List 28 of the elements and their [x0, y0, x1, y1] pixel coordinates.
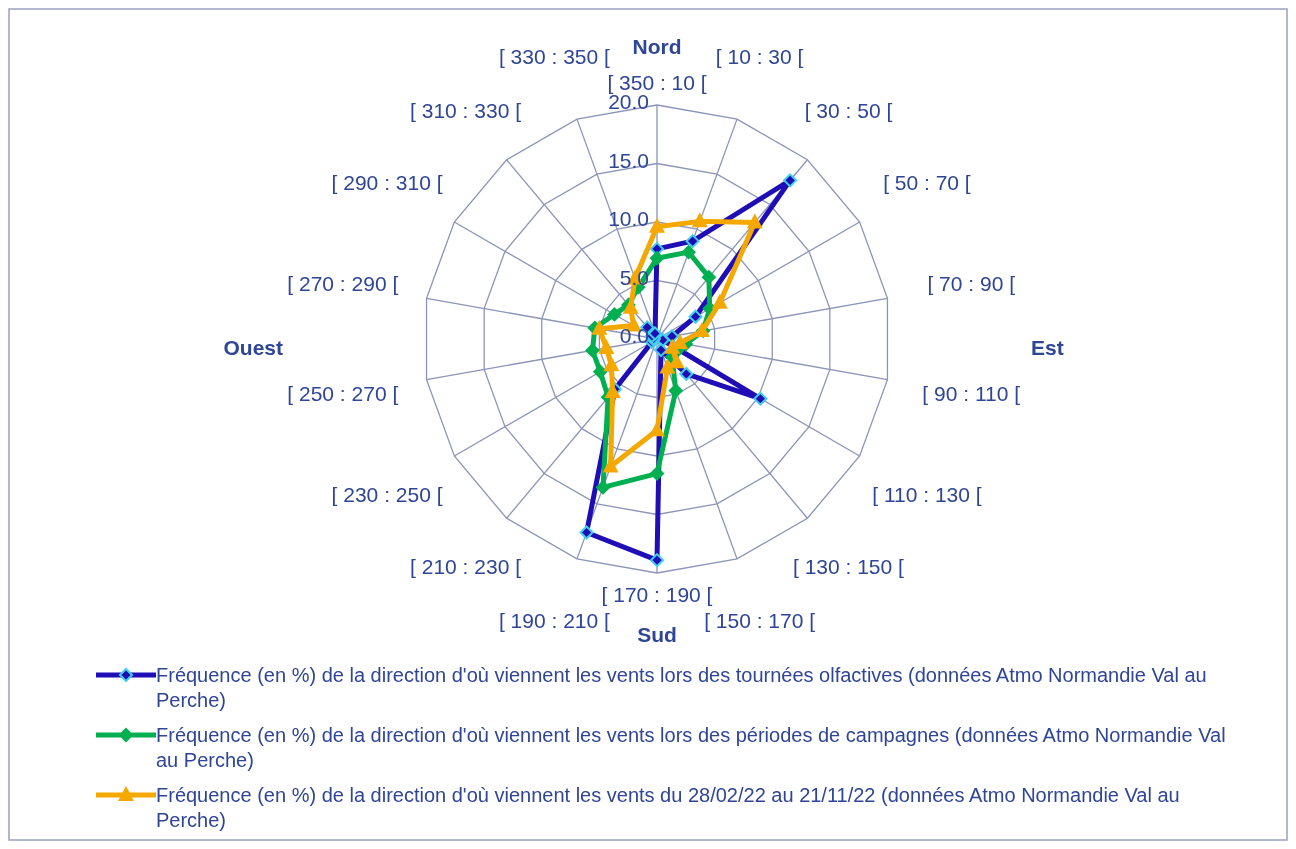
spoke-label: [ 70 : 90 [	[927, 271, 1016, 295]
y-tick-label: 10.0	[608, 207, 649, 230]
spoke-label: [ 110 : 130 [	[872, 482, 982, 506]
spoke-label: [ 10 : 30 [	[715, 45, 804, 69]
y-tick-label: 15.0	[608, 148, 649, 172]
spoke-label: [ 330 : 350 [	[498, 45, 611, 69]
legend-label: Fréquence (en %) de la direction d'où viennent les vents lors des périodes de campagnes (données Atmo Normandie Val au Perche)	[156, 723, 1226, 773]
text: Est	[1031, 336, 1064, 359]
text: Ouest	[223, 336, 283, 359]
text: Sud	[637, 623, 677, 646]
spoke-label: [ 310 : 330 [	[410, 98, 522, 122]
spoke-label: [ 210 : 230 [	[410, 555, 522, 579]
spoke-label: [ 50 : 70 [	[883, 171, 971, 195]
spoke-label: [ 190 : 210 [	[498, 608, 611, 632]
spoke-label: [ 350 : 10 [	[607, 71, 707, 94]
spoke-label: [ 30 : 50 [	[804, 98, 893, 122]
spoke-label: [ 270 : 290 [	[287, 271, 399, 295]
spoke-label: [ 290 : 310 [	[331, 171, 443, 195]
legend-label: Fréquence (en %) de la direction d'où viennent les vents du 28/02/22 au 21/11/22 (données Atmo Normandie Val au Perche)	[156, 783, 1181, 833]
y-tick-label: 5.0	[619, 265, 649, 289]
spoke-label: [ 170 : 190 [	[601, 583, 713, 606]
text: Nord	[632, 35, 682, 58]
spoke-label: [ 90 : 110 [	[922, 382, 1021, 406]
spoke-label: [ 150 : 170 [	[704, 608, 816, 632]
spoke-label: [ 130 : 150 [	[793, 555, 905, 579]
spoke-label: [ 230 : 250 [	[331, 482, 443, 506]
legend-label: Fréquence (en %) de la direction d'où viennent les vents lors des tournées olfactives (données Atmo Normandie Val au Perche)	[156, 663, 1208, 713]
spoke-label: [ 250 : 270 [	[287, 382, 399, 406]
